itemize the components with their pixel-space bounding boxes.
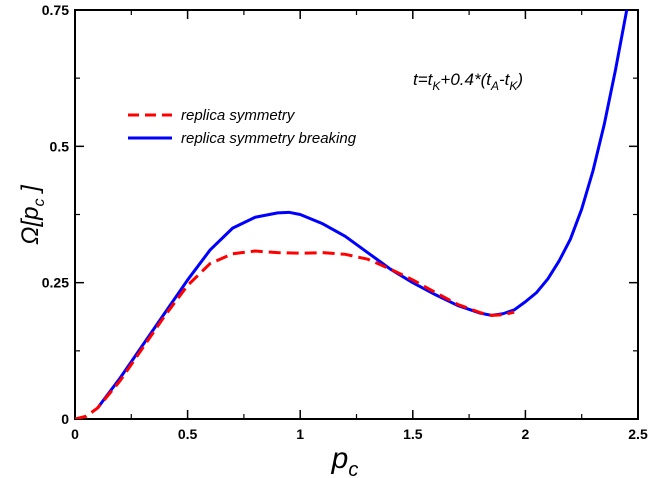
x-tick-label: 0	[71, 426, 79, 442]
annotation-part: t=t	[413, 70, 434, 89]
plot-frame	[74, 9, 639, 420]
x-tick-label: 2.5	[628, 426, 648, 442]
x-axis-label: pc	[331, 442, 359, 478]
x-tick-label: 2	[522, 426, 530, 442]
series-line-replica-symmetry	[75, 249, 515, 419]
series-line-replica-symmetry-breaking	[96, 10, 629, 409]
y-tick-label: 0.75	[42, 2, 69, 18]
x-tick-label: 1	[296, 426, 304, 442]
axis-ticks	[74, 9, 639, 420]
y-axis-label: Ω[pc ]	[17, 184, 48, 245]
series-layer	[75, 10, 629, 419]
legend-label-replica-symmetry-breaking: replica symmetry breaking	[181, 130, 357, 147]
annotation-part: K	[432, 79, 441, 93]
annotation-part: -t	[499, 70, 511, 89]
legend-label-replica-symmetry: replica symmetry	[181, 107, 296, 124]
annotation-part: +0.4*(t	[440, 70, 492, 89]
axis-tick-labels: 0 0.5 1 1.5 2 2.5 0 0.25 0.5 0.75	[42, 2, 648, 442]
y-tick-label: 0	[61, 411, 69, 427]
annotation-part: K	[509, 79, 518, 93]
annotation-part: )	[515, 70, 523, 89]
parameter-annotation: t=tK+0.4*(tA-tK)	[413, 70, 523, 93]
y-tick-label: 0.5	[50, 138, 70, 154]
y-tick-label: 0.25	[42, 275, 69, 291]
x-tick-label: 1.5	[403, 426, 423, 442]
x-tick-label: 0.5	[178, 426, 198, 442]
legend: replica symmetry replica symmetry breaki…	[128, 107, 357, 147]
annotation-part: A	[490, 79, 499, 93]
